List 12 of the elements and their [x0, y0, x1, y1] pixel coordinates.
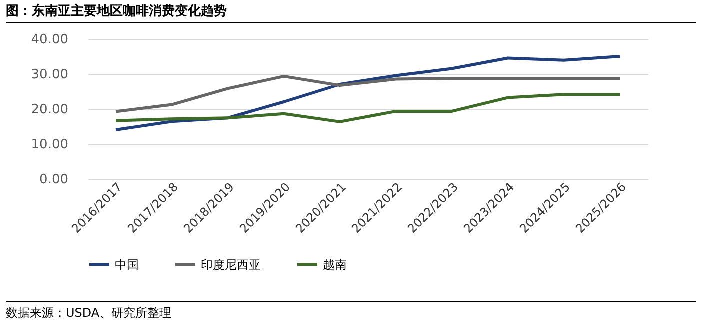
line-series: [114, 93, 622, 124]
source-note: 数据来源：USDA、研究所整理: [6, 301, 696, 322]
y-tick-label: 0.00: [40, 172, 68, 188]
y-tick-label: 40.00: [31, 32, 68, 48]
y-tick-label: 20.00: [31, 102, 68, 118]
legend-label: 越南: [323, 258, 347, 272]
y-tick-label: 30.00: [31, 68, 68, 82]
y-tick-label: 10.00: [31, 138, 68, 152]
line-series: [114, 74, 622, 114]
legend-label: 中国: [115, 258, 139, 272]
legend-label: 印度尼西亚: [201, 258, 261, 272]
chart-title: 图：东南亚主要地区咖啡消费变化趋势: [6, 2, 696, 23]
